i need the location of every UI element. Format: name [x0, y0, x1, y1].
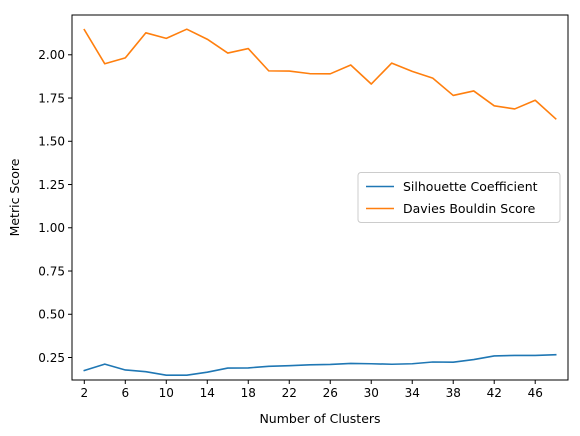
series-line-silhouette-coefficient — [83, 353, 557, 376]
series-layer — [83, 28, 557, 376]
x-tick-label: 10 — [159, 386, 174, 400]
x-tick-label: 14 — [200, 386, 215, 400]
legend-box — [357, 172, 561, 223]
x-tick-label: 30 — [364, 386, 379, 400]
x-axis-ticks: 2 6 10 14 18 22 26 30 34 38 42 46 — [80, 380, 543, 400]
x-tick-label: 26 — [323, 386, 338, 400]
y-tick-label: 1.50 — [38, 135, 65, 149]
y-tick-label: 2.00 — [38, 48, 65, 62]
x-tick-label: 6 — [121, 386, 129, 400]
y-tick-label: 0.50 — [38, 308, 65, 322]
x-tick-label: 42 — [487, 386, 502, 400]
y-tick-label: 1.25 — [38, 178, 65, 192]
y-axis-label: Metric Score — [7, 158, 22, 236]
plot-frame — [71, 14, 569, 381]
series-line-davies-bouldin-score — [83, 28, 557, 120]
x-tick-label: 18 — [241, 386, 256, 400]
y-tick-label: 1.00 — [38, 221, 65, 235]
y-tick-label: 0.75 — [38, 264, 65, 278]
legend-label: Davies Bouldin Score — [403, 201, 536, 216]
y-tick-label: 0.25 — [38, 351, 65, 365]
x-tick-label: 2 — [80, 386, 88, 400]
y-tick-label: 1.75 — [38, 91, 65, 105]
legend: Silhouette Coefficient Davies Bouldin Sco… — [357, 172, 561, 223]
legend-label: Silhouette Coefficient — [403, 179, 538, 194]
x-tick-label: 46 — [528, 386, 543, 400]
x-axis-label: Number of Clusters — [259, 411, 380, 426]
x-tick-label: 34 — [405, 386, 420, 400]
x-tick-label: 22 — [282, 386, 297, 400]
y-axis-ticks: 0.25 0.50 0.75 1.00 1.25 1.50 1.75 2.00 — [38, 48, 72, 365]
x-tick-label: 38 — [446, 386, 461, 400]
